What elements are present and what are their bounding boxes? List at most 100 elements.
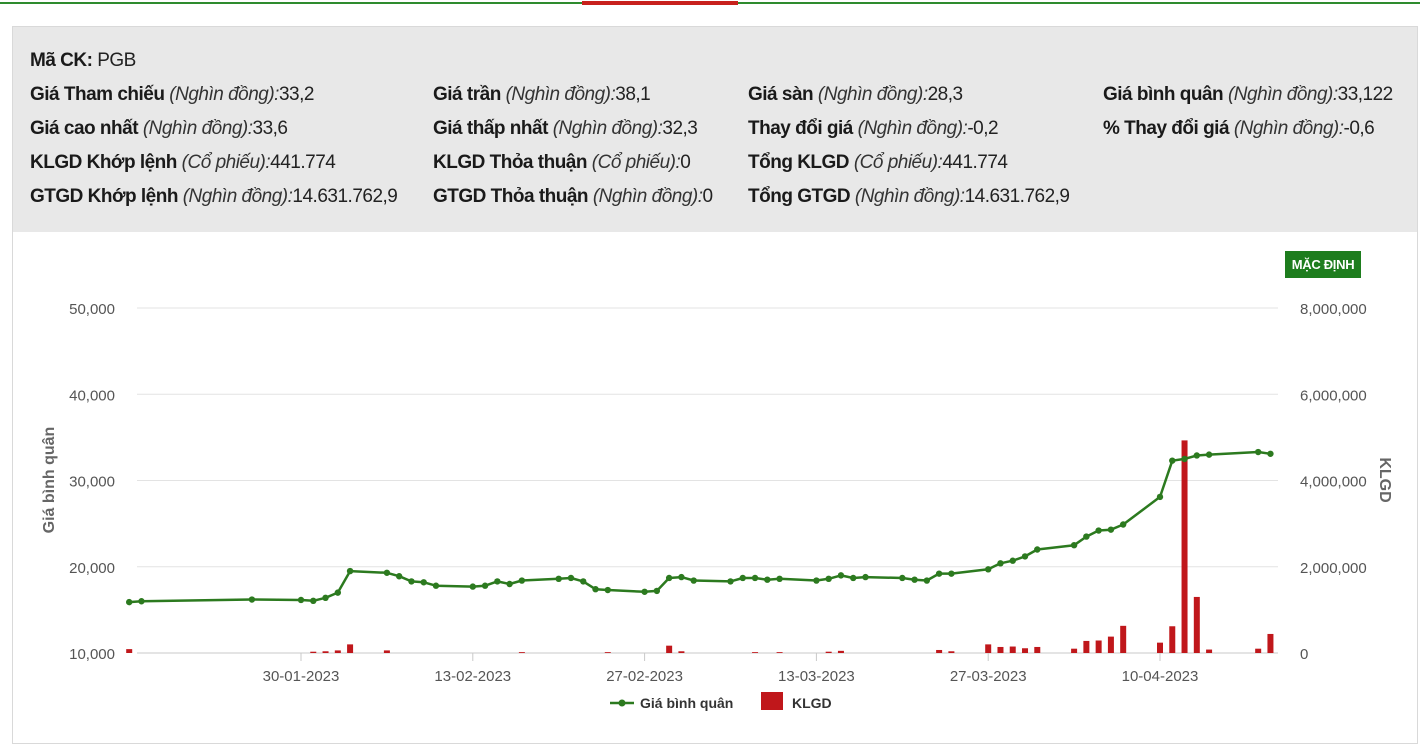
volume-bar xyxy=(1255,648,1262,653)
volume-bar xyxy=(1107,636,1114,653)
volume-bar xyxy=(678,651,685,653)
price-point xyxy=(764,576,771,583)
volume-bar xyxy=(518,652,525,653)
price-point xyxy=(604,586,611,594)
legend-label-volume[interactable]: KLGD xyxy=(792,695,832,711)
volume-bar xyxy=(1071,648,1078,653)
y2-tick-label: 6,000,000 xyxy=(1300,387,1367,404)
price-point xyxy=(690,577,697,584)
volume-bar xyxy=(604,652,611,653)
stock-code: Mã CK: PGB xyxy=(30,50,136,72)
price-point xyxy=(1070,541,1078,549)
stat-item: Giá thấp nhất (Nghìn đồng):32,3 xyxy=(433,118,698,140)
volume-bars xyxy=(126,440,1274,653)
legend-line-marker xyxy=(618,699,626,707)
price-point xyxy=(1254,448,1262,456)
stat-item: Giá sàn (Nghìn đồng):28,3 xyxy=(748,84,963,106)
price-point xyxy=(935,570,943,577)
volume-bar xyxy=(1083,640,1090,653)
stat-item: KLGD Khớp lệnh (Cổ phiếu):441.774 xyxy=(30,152,336,174)
stat-unit: (Nghìn đồng): xyxy=(505,84,616,105)
price-point xyxy=(1034,546,1041,553)
price-point xyxy=(518,577,526,584)
stock-code-label: Mã CK: xyxy=(30,50,93,71)
volume-bar xyxy=(825,651,832,653)
price-point xyxy=(1119,521,1127,528)
volume-bar xyxy=(334,650,341,653)
stat-label: Giá thấp nhất xyxy=(433,118,553,139)
volume-bar xyxy=(1206,649,1213,653)
x-tick-label: 13-03-2023 xyxy=(778,668,855,685)
price-point xyxy=(1267,450,1274,457)
stat-label: Giá sàn xyxy=(748,84,818,105)
stat-value: 38,1 xyxy=(615,84,651,105)
price-point xyxy=(567,574,575,582)
price-point xyxy=(334,589,342,596)
price-point xyxy=(1009,557,1016,564)
price-point xyxy=(383,569,391,576)
price-point xyxy=(469,583,476,590)
price-line xyxy=(129,450,1271,604)
x-tick-label: 13-02-2023 xyxy=(434,668,511,685)
price-point xyxy=(727,578,734,585)
price-point xyxy=(641,588,648,595)
volume-bar xyxy=(347,644,354,653)
price-point xyxy=(985,566,992,573)
top-accent-red xyxy=(582,1,738,5)
price-point xyxy=(322,594,329,601)
stat-item: Giá bình quân (Nghìn đồng):33,122 xyxy=(1103,84,1393,106)
volume-bar xyxy=(997,646,1004,653)
price-point xyxy=(1095,527,1102,534)
price-point xyxy=(1021,553,1029,560)
stat-value: 14.631.762,9 xyxy=(292,186,398,207)
price-point xyxy=(1169,457,1176,464)
price-point xyxy=(138,598,145,605)
price-point xyxy=(432,582,440,589)
volume-bar xyxy=(322,651,329,653)
volume-bar xyxy=(1095,640,1102,653)
price-point xyxy=(126,598,133,606)
default-button[interactable]: MẶC ĐỊNH xyxy=(1285,251,1361,278)
stat-label: KLGD Khớp lệnh xyxy=(30,152,182,173)
stat-value: 33,6 xyxy=(252,118,288,139)
stat-unit: (Cổ phiếu): xyxy=(853,152,943,173)
price-point xyxy=(739,574,746,582)
stat-item: Thay đổi giá (Nghìn đồng):-0,2 xyxy=(748,118,999,140)
y2-tick-label: 8,000,000 xyxy=(1300,301,1367,318)
stat-value: -0,2 xyxy=(967,118,999,139)
stat-value: 0 xyxy=(680,152,691,173)
chart-legend: Giá bình quân KLGD xyxy=(610,692,832,711)
price-point xyxy=(665,574,673,582)
price-line-layer xyxy=(126,448,1274,606)
price-point xyxy=(825,575,832,583)
price-point xyxy=(580,578,587,585)
price-point xyxy=(923,577,931,584)
volume-bar xyxy=(1181,440,1188,653)
stat-label: Tổng GTGD xyxy=(748,186,855,207)
stat-item: Giá Tham chiếu (Nghìn đồng):33,2 xyxy=(30,84,314,106)
volume-bar xyxy=(1120,625,1127,653)
legend-label-price[interactable]: Giá bình quân xyxy=(640,695,733,711)
top-accent-bar xyxy=(0,0,1420,5)
y2-tick-label: 4,000,000 xyxy=(1300,474,1367,491)
volume-bar xyxy=(383,650,390,653)
price-point xyxy=(346,567,354,575)
price-point xyxy=(420,579,427,586)
stat-label: Giá trần xyxy=(433,84,506,105)
price-point xyxy=(248,596,256,603)
stat-unit: (Cổ phiếu): xyxy=(591,152,681,173)
stat-label: Giá bình quân xyxy=(1103,84,1228,105)
y2-axis-title: KLGD xyxy=(1376,457,1393,502)
stat-unit: (Cổ phiếu): xyxy=(181,152,271,173)
price-point xyxy=(1107,526,1115,533)
price-point xyxy=(1156,493,1164,501)
stat-unit: (Nghìn đồng): xyxy=(182,186,293,207)
price-point xyxy=(1205,451,1213,458)
volume-bar xyxy=(985,644,992,653)
price-point xyxy=(592,585,599,593)
volume-bar xyxy=(1009,646,1016,653)
price-point xyxy=(813,577,820,584)
stat-value: -0,6 xyxy=(1343,118,1375,139)
price-point xyxy=(555,575,562,583)
volume-bar xyxy=(1157,642,1163,653)
